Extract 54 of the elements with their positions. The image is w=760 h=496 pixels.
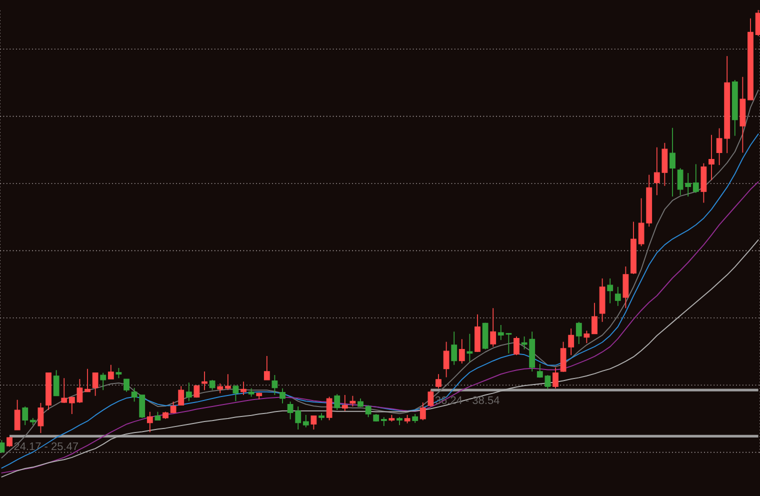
- candlestick: [560, 341, 566, 372]
- candlestick: [552, 367, 558, 389]
- candlestick: [38, 402, 44, 434]
- candlestick: [202, 371, 208, 391]
- candlestick: [22, 406, 28, 426]
- candlestick: [670, 127, 676, 197]
- candlestick: [708, 134, 714, 181]
- candlestick: [428, 390, 434, 407]
- candlestick: [186, 382, 192, 402]
- candlestick: [108, 364, 114, 380]
- candlestick: [178, 386, 184, 406]
- candlestick: [458, 338, 465, 364]
- candlestick: [490, 308, 496, 348]
- candlestick: [84, 368, 90, 392]
- candlestick: [53, 370, 60, 396]
- candlestick: [92, 372, 98, 396]
- candlestick: [614, 286, 621, 306]
- candlestick: [334, 394, 340, 410]
- candlestick: [240, 381, 246, 396]
- candlestick: [436, 374, 442, 389]
- candlestick: [116, 367, 122, 379]
- candlestick: [466, 333, 473, 362]
- candlestick: [0, 440, 5, 454]
- candlestick: [194, 384, 200, 398]
- candlestick: [14, 399, 20, 430]
- candlestick: [232, 384, 239, 402]
- candlestick: [584, 330, 590, 344]
- candlestick: [272, 374, 278, 396]
- candlestick: [350, 395, 356, 407]
- candlestick: [209, 379, 216, 391]
- candlestick: [146, 411, 153, 433]
- candlestick: [514, 336, 520, 356]
- candlestick: [217, 383, 224, 394]
- candlestick: [607, 278, 614, 304]
- candlestick: [302, 414, 309, 428]
- candlestick: [280, 388, 286, 404]
- candlestick: [6, 436, 12, 448]
- candlestick: [568, 328, 574, 356]
- candlestick: [310, 415, 317, 430]
- candlestick: [592, 302, 598, 334]
- candlestick: [576, 321, 582, 344]
- candlestick: [124, 378, 130, 392]
- candlestick: [264, 356, 270, 380]
- candlestick: [420, 402, 426, 421]
- candlestick: [100, 372, 106, 391]
- candlestick: [443, 341, 450, 378]
- candlestick: [61, 378, 68, 404]
- candlestick: [224, 374, 231, 391]
- candlestick: [451, 331, 458, 366]
- candlestick: [326, 396, 332, 421]
- candlestick: [365, 404, 372, 418]
- candlestick: [622, 266, 629, 309]
- candlestick: [342, 394, 348, 412]
- candlestick: [692, 164, 699, 194]
